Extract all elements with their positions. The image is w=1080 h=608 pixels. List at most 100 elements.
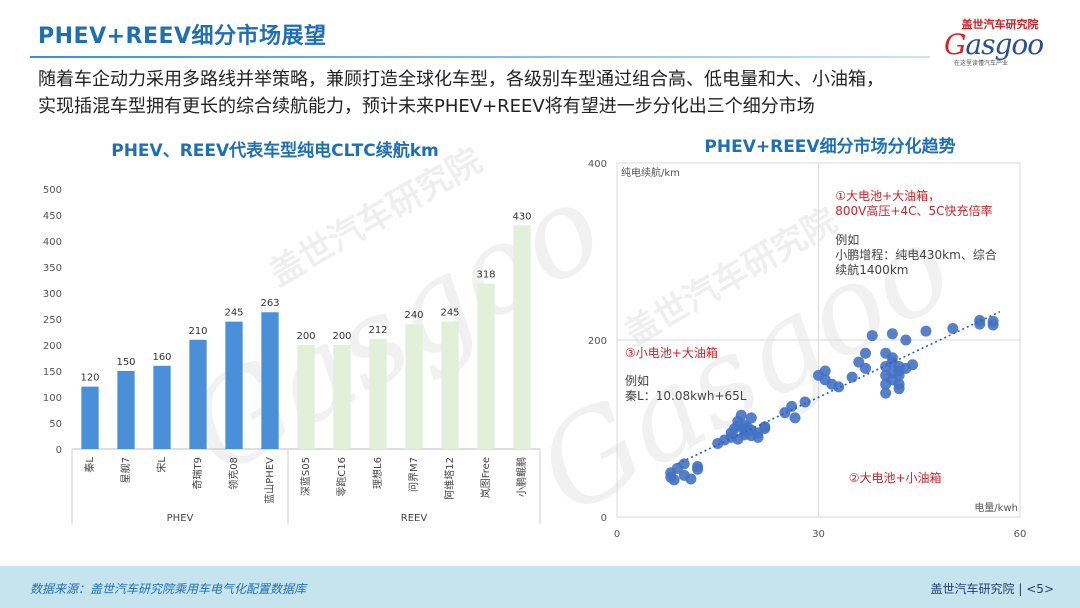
bar-y-tick-label: 250 <box>43 315 62 326</box>
bar-chart-title: PHEV、REEV代表车型纯电CLTC续航km <box>111 141 439 161</box>
scatter-point <box>900 334 912 346</box>
annotation-example-qin-l: 秦L：10.08kwh+65L <box>625 389 747 403</box>
bar-category-label: 奇瑞T9 <box>191 457 204 489</box>
scatter-point <box>685 473 697 485</box>
bar-y-tick-label: 0 <box>56 445 62 456</box>
footer-separator: | <box>1018 582 1027 596</box>
bar-y-tick-label: 450 <box>43 211 62 222</box>
logo-sub: 在这里读懂汽车产业 <box>954 60 1009 67</box>
scatter-x-axis-label: 电量/kwh <box>974 501 1018 514</box>
annotation-small-battery-big-tank: ③小电池+大油箱 <box>625 345 718 360</box>
scatter-point <box>860 347 872 359</box>
scatter-point <box>789 412 801 424</box>
bar-y-tick-label: 100 <box>43 393 62 404</box>
intro-text: 随着车企动力采用多路线并举策略，兼顾打造全球化车型，各级别车型通过组合高、低电量… <box>38 66 1058 120</box>
scatter-x-tick-label: 0 <box>614 529 620 540</box>
scatter-x-tick-label: 30 <box>812 529 825 540</box>
bar-value-label: 160 <box>152 352 171 363</box>
bar-category-label: 蓝山PHEV <box>264 457 276 504</box>
bar <box>153 365 171 449</box>
bar <box>441 321 459 449</box>
bar-category-label: 领克08 <box>227 457 240 490</box>
bar-category-label: 岚图Free <box>480 457 492 498</box>
bar <box>369 338 387 449</box>
scatter-point <box>819 365 831 377</box>
scatter-point <box>880 387 892 399</box>
bar-value-label: 150 <box>116 357 135 368</box>
bar-value-label: 200 <box>296 331 315 342</box>
page-number: <5> <box>1026 582 1054 596</box>
intro-line-1: 随着车企动力采用多路线并举策略，兼顾打造全球化车型，各级别车型通过组合高、低电量… <box>38 69 884 90</box>
bar-y-tick-label: 350 <box>43 263 62 274</box>
annotation-example-xpeng: 小鹏增程：纯电430km、综合 <box>835 247 997 262</box>
logo: 盖世汽车研究院 Gasgoo 在这里读懂汽车产业 <box>940 14 1060 67</box>
scatter-point <box>907 359 919 371</box>
annotation-big-battery-big-tank: ①大电池+大油箱， <box>835 188 940 203</box>
bar-y-tick-label: 50 <box>49 419 62 430</box>
scatter-point <box>893 383 905 395</box>
bar-y-tick-label: 200 <box>43 341 62 352</box>
bar <box>405 324 423 449</box>
annotation-example-xpeng: 例如 <box>835 232 859 247</box>
bar-value-label: 200 <box>332 331 351 342</box>
bar <box>261 312 279 449</box>
footer-right: 盖世汽车研究院 | <5> <box>931 580 1054 597</box>
bar-value-label: 263 <box>260 298 279 309</box>
logo-word-g: G <box>944 28 966 61</box>
scatter-point <box>692 461 704 473</box>
intro-line-2: 实现插混车型拥有更长的综合续航能力，预计未来PHEV+REEV将有望进一步分化出… <box>38 96 815 117</box>
scatter-point <box>833 381 845 393</box>
bar <box>297 345 315 449</box>
bar <box>81 386 99 449</box>
logo-cn: 盖世汽车研究院 <box>961 18 1039 31</box>
bar-y-tick-label: 500 <box>43 185 62 196</box>
footer-brand: 盖世汽车研究院 <box>930 582 1015 596</box>
bar-value-label: 240 <box>404 310 423 321</box>
scatter-point <box>974 315 986 327</box>
bar-category-label: 秦L <box>83 457 96 473</box>
bar-y-tick-label: 300 <box>43 289 62 300</box>
bar-value-label: 212 <box>368 325 387 336</box>
annotation-big-battery-small-tank: ②大电池+小油箱 <box>849 470 942 485</box>
bar-category-label: 问界M7 <box>407 457 420 492</box>
scatter-point <box>786 400 798 412</box>
bar-category-label: 小鹏鲲鹏 <box>515 457 528 497</box>
scatter-point <box>759 423 771 434</box>
footer-bar: 数据来源：盖世汽车研究院乘用车电气化配置数据库 盖世汽车研究院 | <5> <box>0 566 1080 608</box>
bar-category-label: 深蓝S05 <box>300 457 312 496</box>
bar-category-label: 零跑C16 <box>335 457 348 497</box>
bar <box>513 225 531 449</box>
scatter-point <box>846 371 858 383</box>
scatter-point <box>920 325 932 337</box>
bar <box>477 283 495 449</box>
scatter-point <box>860 362 872 374</box>
scatter-point <box>987 319 999 331</box>
bar-value-label: 120 <box>80 373 99 384</box>
bar <box>189 339 207 449</box>
footer-source: 数据来源：盖世汽车研究院乘用车电气化配置数据库 <box>30 582 307 596</box>
bar-value-label: 245 <box>224 308 243 319</box>
scatter-y-tick-label: 200 <box>588 336 607 347</box>
bar-y-tick-label: 150 <box>43 367 62 378</box>
bar-category-label: 宋L <box>155 457 168 473</box>
bar <box>333 345 351 449</box>
bar-group-label: PHEV <box>167 513 194 524</box>
bar-category-label: 阿维塔12 <box>443 457 456 500</box>
scatter-chart-title: PHEV+REEV细分市场分化趋势 <box>704 137 956 157</box>
scatter-point <box>678 458 690 470</box>
scatter-y-tick-label: 0 <box>601 513 607 524</box>
page-title: PHEV+REEV细分市场展望 <box>38 24 327 49</box>
bar-group-label: REEV <box>401 513 428 524</box>
scatter-point <box>799 396 811 408</box>
scatter-x-tick-label: 60 <box>1014 529 1027 540</box>
logo-word-rest: asgoo <box>965 28 1044 61</box>
annotation-example-xpeng: 续航1400km <box>835 262 908 277</box>
scatter-y-axis-label: 纯电续航/km <box>621 166 680 179</box>
scatter-point <box>947 322 959 334</box>
bar-y-tick-label: 400 <box>43 237 62 248</box>
annotation-example-qin-l: 例如 <box>625 373 649 388</box>
scatter-y-tick-label: 400 <box>588 159 607 170</box>
logo-word: Gasgoo <box>944 28 1044 61</box>
